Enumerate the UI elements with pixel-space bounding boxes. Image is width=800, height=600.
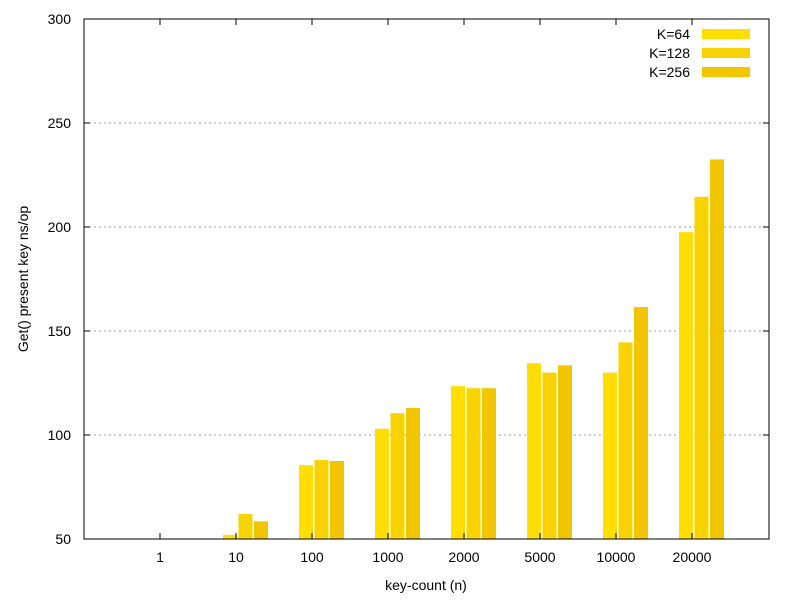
bar	[618, 342, 633, 539]
bar	[390, 413, 405, 539]
x-tick-label: 5000	[524, 549, 555, 565]
bar	[314, 459, 329, 539]
bar	[679, 232, 693, 539]
bar	[634, 307, 648, 539]
y-tick-label: 200	[48, 219, 72, 235]
y-tick-label: 50	[55, 531, 71, 547]
bars-layer	[223, 159, 724, 539]
bar	[527, 363, 541, 539]
x-axis: 1 10 100 1000 2000 5000 10000 20000	[156, 19, 712, 565]
y-tick-label: 250	[48, 115, 72, 131]
bar	[466, 388, 481, 539]
x-tick-label: 10	[228, 549, 244, 565]
y-axis: 50 100 150 200 250 300	[48, 11, 769, 547]
x-tick-label: 1	[156, 549, 164, 565]
x-tick-label: 10000	[597, 549, 636, 565]
bar	[694, 196, 709, 539]
x-tick-label: 20000	[673, 549, 712, 565]
bar	[558, 365, 572, 539]
bar	[603, 372, 617, 539]
x-tick-label: 2000	[448, 549, 479, 565]
bar	[330, 461, 344, 539]
bar	[710, 159, 724, 539]
x-tick-label: 100	[300, 549, 324, 565]
x-tick-label: 1000	[372, 549, 403, 565]
bar	[406, 407, 420, 539]
legend: K=64 K=128 K=256	[649, 26, 750, 80]
bar	[238, 514, 253, 539]
bar	[254, 521, 268, 539]
y-tick-label: 300	[48, 11, 72, 27]
legend-entry-label: K=256	[649, 64, 690, 80]
legend-entry-label: K=128	[649, 45, 690, 61]
y-tick-label: 150	[48, 323, 72, 339]
legend-entry-label: K=64	[657, 26, 690, 42]
plot-frame	[83, 18, 770, 540]
legend-swatch	[702, 29, 750, 39]
y-tick-label: 100	[48, 427, 72, 443]
y-axis-title: Get() present key ns/op	[15, 206, 31, 353]
legend-swatch	[702, 48, 750, 58]
grid-layer	[84, 122, 769, 436]
bar	[451, 386, 465, 539]
legend-swatch	[702, 67, 750, 77]
x-axis-title: key-count (n)	[385, 577, 467, 593]
bar	[542, 372, 557, 539]
bar	[223, 534, 237, 539]
bar	[482, 388, 496, 539]
bar	[375, 428, 389, 539]
bar	[299, 465, 313, 539]
